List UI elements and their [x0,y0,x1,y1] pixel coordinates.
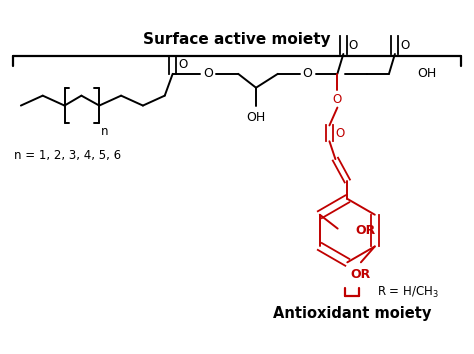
Text: OR: OR [351,268,371,281]
Text: n = 1, 2, 3, 4, 5, 6: n = 1, 2, 3, 4, 5, 6 [14,149,121,162]
Text: Antioxidant moiety: Antioxidant moiety [273,307,431,321]
Text: Surface active moiety: Surface active moiety [143,32,331,47]
Text: O: O [333,93,342,106]
Text: OR: OR [356,224,376,237]
Text: OH: OH [246,111,265,124]
Text: R = H/CH$_3$: R = H/CH$_3$ [377,285,439,299]
Text: O: O [400,39,410,52]
Text: O: O [336,127,345,140]
Text: O: O [203,67,213,80]
Text: O: O [303,67,312,80]
Text: O: O [178,58,187,72]
Text: O: O [349,39,358,52]
Text: OH: OH [417,67,436,80]
Text: n: n [101,125,109,138]
